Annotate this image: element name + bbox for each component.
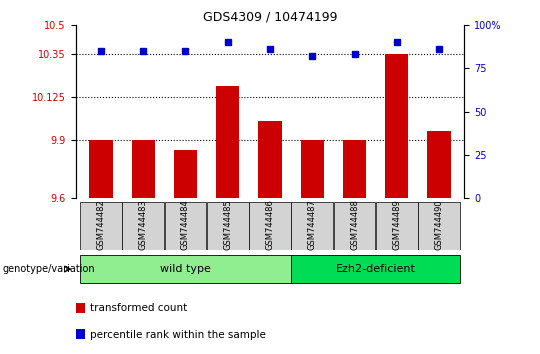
Text: GSM744487: GSM744487: [308, 199, 317, 250]
Bar: [80, 255, 291, 283]
Text: genotype/variation: genotype/variation: [3, 264, 96, 274]
Bar: [258, 121, 282, 198]
Bar: [301, 141, 324, 198]
Text: percentile rank within the sample: percentile rank within the sample: [90, 330, 266, 339]
Bar: [132, 141, 155, 198]
Text: GSM744482: GSM744482: [97, 199, 105, 250]
Text: Ezh2-deficient: Ezh2-deficient: [336, 264, 416, 274]
Text: GSM744484: GSM744484: [181, 199, 190, 250]
Text: GSM744486: GSM744486: [266, 199, 274, 250]
Bar: [343, 141, 366, 198]
Text: GSM744488: GSM744488: [350, 199, 359, 250]
Bar: [292, 255, 460, 283]
Bar: [122, 202, 164, 250]
Bar: [174, 150, 197, 198]
Bar: [385, 54, 408, 198]
Bar: [249, 202, 291, 250]
Text: wild type: wild type: [160, 264, 211, 274]
Bar: [80, 202, 122, 250]
Bar: [428, 131, 451, 198]
Bar: [165, 202, 206, 250]
Title: GDS4309 / 10474199: GDS4309 / 10474199: [202, 11, 338, 24]
Text: transformed count: transformed count: [90, 303, 187, 313]
Bar: [216, 86, 239, 198]
Bar: [418, 202, 460, 250]
Bar: [376, 202, 418, 250]
Bar: [334, 202, 375, 250]
Text: GSM744490: GSM744490: [435, 199, 443, 250]
Text: GSM744489: GSM744489: [392, 199, 401, 250]
Bar: [89, 141, 112, 198]
Text: GSM744483: GSM744483: [139, 199, 148, 250]
Bar: [207, 202, 248, 250]
Bar: [292, 202, 333, 250]
Text: GSM744485: GSM744485: [223, 199, 232, 250]
